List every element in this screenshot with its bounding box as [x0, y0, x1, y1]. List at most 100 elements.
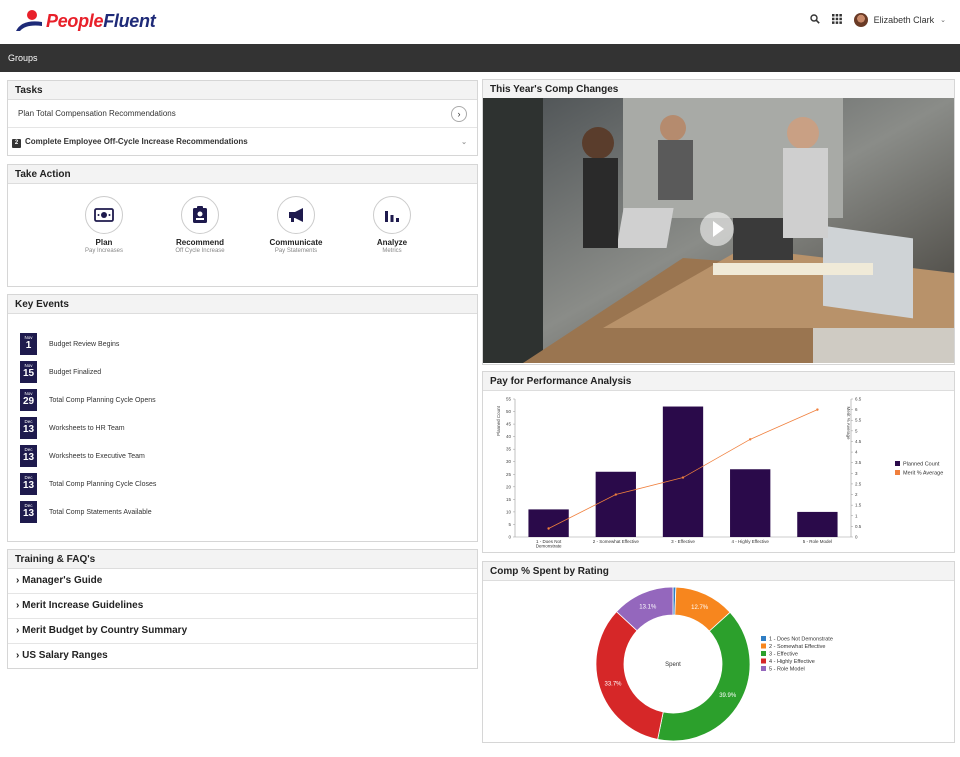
slice-label: 13.1%: [639, 604, 657, 610]
chevron-right-icon: ›: [16, 650, 23, 661]
action-title: Plan: [95, 238, 113, 247]
event-label: Worksheets to Executive Team: [49, 452, 145, 460]
faq-label: Merit Increase Guidelines: [22, 600, 144, 611]
line-point: [681, 476, 685, 479]
event-item[interactable]: Dec 13 Total Comp Statements Available: [20, 501, 152, 523]
y2-tick-label: 5: [855, 428, 858, 433]
action-title: Recommend: [175, 238, 224, 247]
y-tick-label: 30: [506, 459, 512, 464]
pfp-panel: Pay for Performance Analysis 0 5 10 15 20 25 3…: [482, 371, 955, 553]
action-communicate[interactable]: Communicate Pay Statements: [268, 196, 324, 254]
event-label: Budget Review Begins: [49, 340, 120, 348]
y2-tick-label: 0: [855, 535, 858, 540]
task-count-badge: 2: [12, 138, 21, 148]
task-item[interactable]: Plan Total Compensation Recommendations …: [8, 100, 477, 128]
money-icon: [85, 196, 123, 234]
line-point: [547, 527, 550, 530]
video-title: This Year's Comp Changes: [483, 80, 954, 99]
x-tick-label: Demonstrate: [536, 544, 562, 549]
nav-groups[interactable]: Groups: [8, 53, 38, 63]
event-item[interactable]: Dec 13 Worksheets to HR Team: [20, 417, 125, 439]
training-title: Training & FAQ's: [8, 550, 477, 569]
key-events-title: Key Events: [8, 295, 477, 314]
action-analyze[interactable]: Analyze Metrics: [364, 196, 420, 254]
action-plan[interactable]: Plan Pay Increases: [76, 196, 132, 254]
chevron-right-icon: ›: [16, 625, 23, 636]
user-menu[interactable]: Elizabeth Clark ⌄: [853, 13, 946, 27]
y2-tick-label: 3.5: [855, 460, 862, 465]
x-tick-label: 2 - Somewhat Effective: [593, 539, 640, 544]
y-tick-label: 40: [506, 434, 512, 439]
date-badge: Dec 13: [20, 417, 37, 439]
line-point: [614, 493, 617, 496]
bar: [662, 406, 704, 537]
y-tick-label: 10: [506, 509, 512, 514]
chevron-right-icon: ›: [16, 600, 23, 611]
line-point: [749, 438, 752, 441]
event-item[interactable]: Dec 13 Total Comp Planning Cycle Closes: [20, 473, 156, 495]
legend-label: 4 - Highly Effective: [769, 659, 815, 665]
event-item[interactable]: Dec 13 Worksheets to Executive Team: [20, 445, 145, 467]
y2-tick-label: 1: [855, 513, 858, 518]
peoplefluent-logo[interactable]: PeopleFluent: [14, 9, 156, 33]
avatar: [853, 13, 868, 27]
event-label: Worksheets to HR Team: [49, 424, 125, 432]
legend-label: 2 - Somewhat Effective: [769, 644, 825, 650]
x-tick-label: 4 - Highly Effective: [731, 539, 769, 544]
task-label: Plan Total Compensation Recommendations: [18, 109, 176, 118]
event-label: Total Comp Planning Cycle Closes: [49, 480, 157, 488]
event-item[interactable]: Nov 1 Budget Review Begins: [20, 333, 119, 355]
comp-spent-donut-chart: 12.7% 39.9% 33.7% 13.1% Spent 1 - Does Not De…: [595, 586, 833, 742]
faq-item[interactable]: › Merit Increase Guidelines: [8, 594, 477, 619]
action-title: Communicate: [269, 238, 323, 247]
y2-tick-label: 4: [855, 450, 858, 455]
event-label: Budget Finalized: [49, 368, 102, 376]
y2-tick-label: 6.5: [855, 397, 862, 402]
donut-slice: [615, 586, 674, 632]
chevron-down-icon[interactable]: ⌄: [461, 139, 467, 146]
faq-item[interactable]: › US Salary Ranges: [8, 644, 477, 669]
y2-tick-label: 1.5: [855, 503, 862, 508]
y-tick-label: 55: [506, 397, 512, 402]
top-header: PeopleFluent Elizabeth Clark ⌄: [0, 0, 960, 44]
date-badge: Dec 13: [20, 445, 37, 467]
pay-for-performance-chart: 0 5 10 15 20 25 30 35 40 45 50 55 0 0.5 1 1.5 2 2.5 3 3.5 4 4…: [496, 397, 943, 549]
search-icon[interactable]: [809, 14, 820, 26]
apps-grid-icon[interactable]: [831, 14, 842, 26]
event-item[interactable]: Nov 29 Total Comp Planning Cycle Opens: [20, 389, 156, 411]
donut-slice: [657, 611, 751, 742]
action-title: Analyze: [376, 238, 408, 247]
logo-text: PeopleFluent: [46, 10, 156, 31]
y2-tick-label: 5.5: [855, 418, 862, 423]
faq-item[interactable]: › Manager's Guide: [8, 569, 477, 594]
event-item[interactable]: Nov 15 Budget Finalized: [20, 361, 101, 383]
date-badge: Dec 13: [20, 501, 37, 523]
action-subtitle: Off Cycle Increase: [175, 248, 225, 254]
action-subtitle: Pay Statements: [274, 248, 318, 254]
faq-label: Manager's Guide: [22, 575, 103, 586]
legend-label: Planned Count: [903, 462, 940, 468]
chevron-right-icon[interactable]: ›: [451, 105, 467, 122]
video-player[interactable]: [483, 98, 954, 363]
user-name: Elizabeth Clark: [873, 15, 935, 25]
y-tick-label: 0: [508, 535, 511, 540]
task-item[interactable]: 2 Complete Employee Off-Cycle Increase Re…: [8, 128, 477, 156]
x-tick-label: 3 - Effective: [671, 539, 695, 544]
y2-tick-label: 2: [855, 492, 858, 497]
legend-label: Merit % Average: [903, 471, 943, 477]
tasks-panel: Tasks Plan Total Compensation Recommenda…: [7, 80, 478, 156]
event-label: Total Comp Planning Cycle Opens: [49, 396, 156, 404]
faq-item[interactable]: › Merit Budget by Country Summary: [8, 619, 477, 644]
legend-swatch: [895, 470, 900, 475]
slice-label: 33.7%: [605, 681, 623, 687]
action-recommend[interactable]: Recommend Off Cycle Increase: [172, 196, 228, 254]
y-tick-label: 45: [506, 422, 512, 427]
y2-tick-label: 3: [855, 471, 858, 476]
legend-swatch: [761, 651, 766, 656]
bar: [797, 511, 838, 537]
bar: [730, 469, 771, 537]
play-button[interactable]: [700, 212, 734, 246]
logo-mark-icon: [14, 9, 44, 33]
comp-panel: Comp % Spent by Rating 12.7% 39.9% 33.7% 13…: [482, 561, 955, 743]
y-tick-label: 25: [506, 472, 512, 477]
